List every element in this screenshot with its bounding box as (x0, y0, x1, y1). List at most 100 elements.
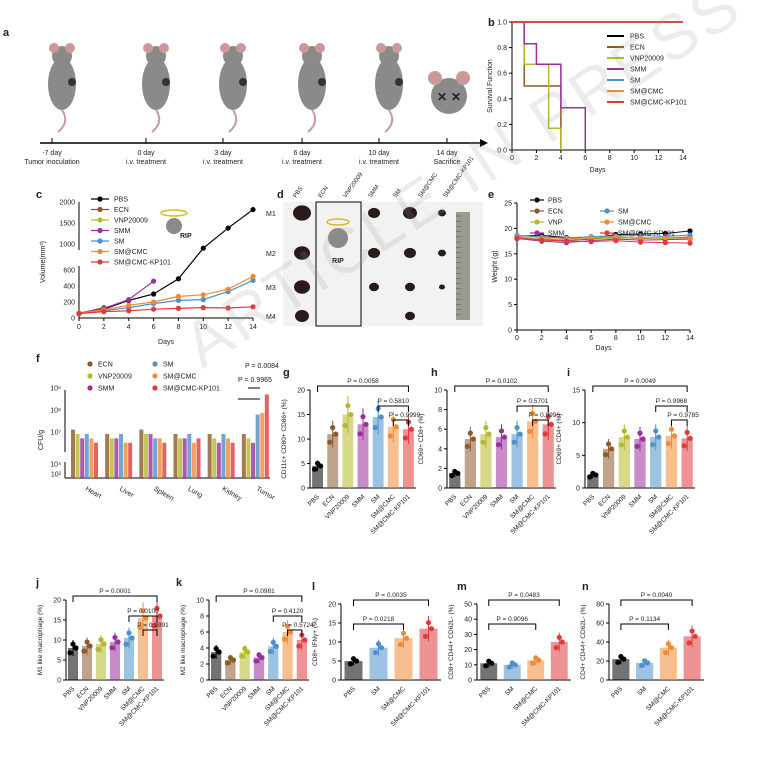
bar (327, 434, 339, 488)
legend-label: SMM (630, 67, 647, 74)
data-point (126, 297, 132, 303)
x-eye: ✕ (451, 90, 461, 104)
series-line (78, 275, 254, 314)
data-point (662, 649, 668, 656)
data-point (517, 431, 523, 437)
y-axis-label: Survival Function (487, 59, 494, 113)
data-point (250, 304, 256, 310)
legend-label: VNP (548, 220, 563, 227)
legend-label: ECN (548, 209, 563, 216)
mouse-tail (307, 109, 317, 133)
panel-label-f: f (36, 353, 40, 365)
mouse-tail (384, 109, 394, 133)
data-point (514, 235, 520, 241)
tick-label: 50 (464, 602, 472, 609)
data-point (112, 634, 118, 641)
p-value: P = 0.9991 (137, 622, 169, 629)
timeline-event: i.v. treatment (126, 159, 166, 166)
data-point (250, 206, 256, 213)
mouse-ear (143, 43, 153, 53)
bar (241, 434, 246, 478)
data-point (613, 237, 619, 244)
legend-label: SM@CMC (163, 374, 197, 381)
mouse-ear (65, 43, 75, 53)
data-point (402, 435, 409, 441)
rip-label: RIP (180, 233, 192, 240)
tick-label: 0 (77, 324, 81, 331)
data-point (559, 639, 565, 645)
significance-bracket (620, 623, 669, 630)
tick-label: 1.0 (497, 20, 507, 27)
group-label: PBS (293, 186, 305, 199)
mouse-body (375, 58, 403, 110)
legend-marker (534, 208, 540, 214)
data-point (403, 635, 410, 641)
p-value: P = 0.0102 (486, 378, 518, 385)
tick-label: 80 (596, 602, 604, 609)
data-point (143, 615, 149, 621)
panel-label-b: b (488, 17, 495, 29)
mouse-ear (159, 43, 169, 53)
timeline-event: i.v. treatment (282, 159, 322, 166)
data-point (311, 466, 318, 472)
significance-bracket (592, 385, 688, 392)
data-point (637, 239, 644, 245)
legend-marker (97, 227, 103, 234)
legend-label: PBS (630, 34, 644, 41)
rip-label: RIP (332, 258, 344, 265)
bar (178, 438, 183, 478)
data-point (588, 239, 594, 245)
significance-bracket (454, 385, 549, 392)
tick-label: 14 (686, 335, 694, 342)
tick-label: 5 (57, 658, 61, 665)
p-value: P = 0.9968 (656, 398, 688, 405)
mouse-icon (298, 43, 326, 133)
data-point (101, 641, 107, 647)
data-point (602, 452, 609, 458)
bar (196, 438, 201, 478)
category-label: SM (636, 685, 648, 697)
series-line (516, 234, 691, 239)
tick-label: 0 (301, 486, 305, 493)
p-value: P = 0.0084 (245, 363, 279, 370)
panel-label-i: i (567, 367, 570, 379)
bar (89, 438, 94, 478)
data-point (618, 442, 624, 448)
data-point (467, 430, 473, 436)
tick-label: 0.8 (497, 45, 507, 52)
ruler (456, 212, 470, 320)
tick-label: 20 (504, 226, 512, 233)
data-point (530, 410, 536, 416)
survival-line (512, 21, 562, 150)
data-point (422, 633, 429, 639)
data-point (353, 658, 360, 664)
y-axis-label: CD8+ CD44+ CD62L- (%) (448, 604, 455, 679)
significance-bracket (317, 385, 409, 392)
category-label: Liver (118, 486, 135, 500)
mouse-ear (220, 43, 230, 53)
row-label: M2 (266, 251, 276, 258)
mouse-tail (151, 109, 161, 133)
tumor-specimen (404, 247, 416, 259)
panel-label-j: j (35, 577, 39, 589)
bar (230, 442, 235, 478)
timeline-day: 0 day (137, 150, 155, 157)
bar (260, 412, 265, 478)
tick-label: 0.0 (497, 148, 507, 155)
data-point (101, 309, 107, 315)
mouse-head (431, 78, 467, 114)
legend-marker (87, 385, 93, 391)
legend-marker (152, 361, 158, 367)
p-value: P = 0.0035 (375, 592, 407, 599)
data-point (512, 662, 518, 668)
data-point (687, 235, 693, 242)
data-point (140, 607, 146, 614)
bar (128, 442, 133, 478)
legend-marker (534, 230, 540, 236)
data-point (175, 276, 182, 282)
data-point (150, 278, 157, 284)
tumor (318, 78, 326, 86)
tick-label: 4 (564, 335, 568, 342)
data-point (662, 240, 668, 246)
bar (80, 438, 85, 478)
